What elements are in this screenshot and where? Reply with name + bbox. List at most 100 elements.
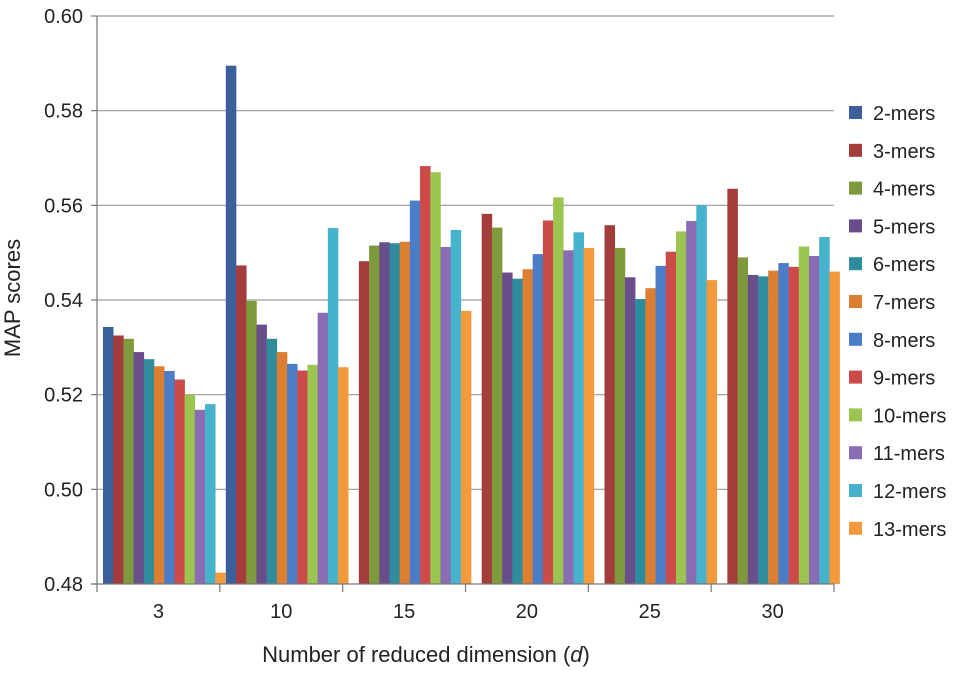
bar-12-mers-10 — [327, 228, 339, 584]
bar-6-mers-30 — [757, 276, 769, 584]
bar-8-mers-15 — [409, 200, 421, 584]
bar-6-mers-15 — [389, 243, 400, 584]
bar-12-mers-3 — [205, 404, 216, 584]
bar-7-mers-30 — [768, 270, 779, 584]
legend-swatch-10-mers — [849, 408, 862, 422]
bar-5-mers-25 — [624, 277, 636, 584]
y-tick-label: 0.52 — [44, 385, 83, 407]
x-axis-title: Number of reduced dimension (d) — [262, 642, 590, 667]
bar-13-mers-25 — [706, 280, 718, 584]
legend-label-7-mers: 7-mers — [873, 292, 935, 314]
legend-swatch-13-mers — [849, 521, 862, 535]
bar-11-mers-3 — [194, 409, 206, 584]
bar-13-mers-20 — [583, 247, 595, 584]
bar-12-mers-25 — [696, 205, 707, 585]
legend-label-2-mers: 2-mers — [873, 103, 935, 125]
bar-3-mers-10 — [236, 265, 247, 584]
bar-11-mers-20 — [563, 250, 574, 585]
bar-10-mers-10 — [307, 364, 318, 584]
legend-label-4-mers: 4-mers — [873, 179, 935, 201]
bar-11-mers-10 — [317, 312, 329, 584]
legend-swatch-12-mers — [849, 484, 862, 497]
bar-6-mers-25 — [635, 299, 646, 584]
bar-8-mers-30 — [778, 263, 789, 584]
legend-label-11-mers: 11-mers — [873, 443, 945, 465]
legend-label-12-mers: 12-mers — [873, 481, 946, 503]
bar-3-mers-3 — [113, 335, 124, 584]
bar-4-mers-3 — [123, 338, 134, 584]
bar-10-mers-15 — [430, 172, 441, 584]
bar-13-mers-15 — [460, 310, 472, 584]
x-tick-label: 3 — [153, 601, 164, 623]
legend-label-9-mers: 9-mers — [873, 368, 935, 390]
bar-6-mers-20 — [512, 278, 523, 584]
bar-11-mers-30 — [808, 255, 820, 585]
bar-10-mers-30 — [798, 246, 810, 584]
x-tick-label: 25 — [639, 601, 661, 623]
y-axis-title: MAP scores — [0, 239, 25, 357]
bar-11-mers-25 — [686, 220, 697, 584]
y-tick-label: 0.60 — [44, 6, 83, 28]
x-tick-label: 30 — [761, 601, 783, 623]
x-axis-title-prefix: Number of reduced dimension ( — [262, 642, 571, 667]
bar-5-mers-3 — [133, 352, 145, 584]
x-tick-labels: 3 10 15 20 25 30 — [153, 601, 784, 623]
x-tick-label: 20 — [516, 601, 538, 623]
legend-swatch-9-mers — [849, 370, 862, 384]
legend-swatch-8-mers — [849, 332, 862, 346]
x-tick-label: 15 — [393, 601, 415, 623]
bar-11-mers-15 — [440, 246, 451, 584]
legend-label-6-mers: 6-mers — [873, 254, 935, 276]
bar-5-mers-30 — [747, 274, 759, 584]
bar-9-mers-30 — [788, 266, 800, 584]
y-tick-label: 0.48 — [44, 574, 83, 596]
y-tick-labels: 0.48 0.50 0.52 0.54 0.56 0.58 0.60 — [44, 6, 83, 596]
y-tick-label: 0.50 — [44, 479, 83, 501]
legend-label-3-mers: 3-mers — [873, 141, 935, 163]
bar-5-mers-15 — [379, 242, 390, 584]
bar-8-mers-3 — [164, 371, 175, 584]
x-axis-title-variable: d — [570, 642, 583, 667]
y-tick-label: 0.58 — [44, 101, 83, 123]
bar-8-mers-20 — [532, 254, 544, 584]
bar-12-mers-15 — [450, 229, 462, 585]
bar-5-mers-20 — [502, 272, 513, 584]
legend-swatch-6-mers — [849, 257, 862, 271]
legend-swatch-4-mers — [849, 181, 862, 195]
bar-2-mers-3 — [103, 326, 114, 584]
bar-4-mers-25 — [614, 247, 626, 584]
legend-label-13-mers: 13-mers — [873, 519, 946, 541]
bar-4-mers-30 — [737, 257, 749, 584]
bars — [103, 65, 840, 585]
bar-8-mers-25 — [655, 265, 667, 584]
bar-4-mers-15 — [369, 245, 380, 585]
bar-3-mers-15 — [358, 261, 370, 584]
bar-9-mers-15 — [420, 166, 431, 584]
bar-10-mers-3 — [184, 394, 196, 584]
bar-4-mers-10 — [246, 300, 257, 584]
bar-3-mers-25 — [604, 225, 616, 585]
bar-13-mers-30 — [829, 271, 840, 584]
legend: 2-mers 3-mers 4-mers 5-mers 6-mers 7-mers 8-me… — [849, 103, 946, 541]
bar-12-mers-30 — [819, 237, 830, 584]
legend-swatch-3-mers — [849, 143, 862, 157]
bar-9-mers-10 — [297, 370, 308, 584]
bar-6-mers-10 — [266, 338, 278, 584]
bar-7-mers-3 — [154, 366, 165, 584]
legend-label-10-mers: 10-mers — [873, 405, 946, 427]
legend-label-5-mers: 5-mers — [873, 216, 935, 238]
bar-3-mers-20 — [481, 213, 493, 584]
legend-label-8-mers: 8-mers — [873, 330, 935, 352]
bar-12-mers-20 — [573, 232, 584, 584]
bar-2-mers-10 — [225, 65, 237, 584]
y-tick-label: 0.54 — [44, 290, 83, 312]
bar-4-mers-20 — [491, 227, 503, 584]
bar-7-mers-25 — [645, 288, 656, 584]
bar-9-mers-25 — [665, 251, 677, 584]
bar-3-mers-30 — [727, 188, 738, 584]
bar-7-mers-10 — [276, 352, 288, 584]
legend-swatch-7-mers — [849, 295, 862, 308]
axes — [91, 15, 835, 592]
